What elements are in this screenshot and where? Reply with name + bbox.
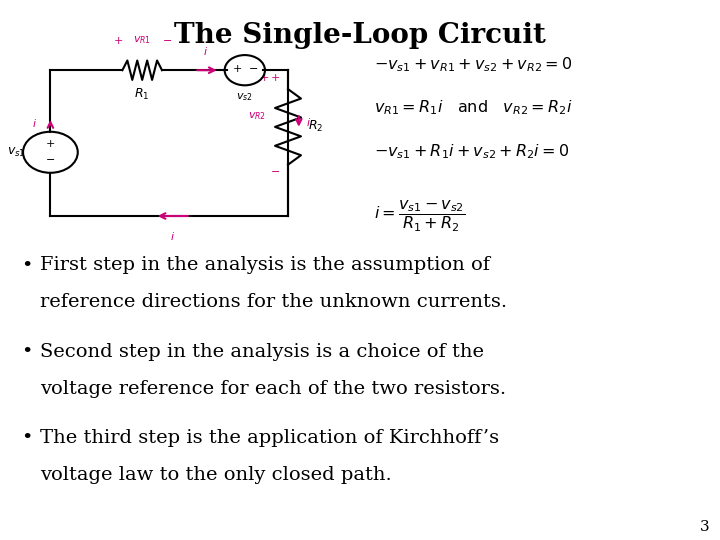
Text: $v_{R1}$: $v_{R1}$ bbox=[133, 34, 151, 46]
Text: +: + bbox=[114, 36, 124, 46]
Text: $v_{R2}$: $v_{R2}$ bbox=[248, 110, 266, 122]
Text: $i = \dfrac{v_{s1} - v_{s2}}{R_1 + R_2}$: $i = \dfrac{v_{s1} - v_{s2}}{R_1 + R_2}$ bbox=[374, 198, 466, 234]
Text: $v_{R1} = R_1 i\quad \mathrm{and} \quad v_{R2} = R_2 i$: $v_{R1} = R_1 i\quad \mathrm{and} \quad … bbox=[374, 99, 573, 117]
Text: −: − bbox=[45, 156, 55, 165]
Text: +: + bbox=[233, 64, 243, 73]
Text: −: − bbox=[248, 64, 258, 73]
Text: $R_2$: $R_2$ bbox=[308, 119, 323, 134]
Text: $v_{s2}$: $v_{s2}$ bbox=[236, 91, 253, 103]
Text: +: + bbox=[260, 73, 270, 83]
Text: The Single-Loop Circuit: The Single-Loop Circuit bbox=[174, 22, 546, 49]
Text: $-v_{s1} + v_{R1} + v_{s2} + v_{R2} = 0$: $-v_{s1} + v_{R1} + v_{s2} + v_{R2} = 0$ bbox=[374, 56, 573, 74]
Text: $i$: $i$ bbox=[32, 117, 37, 129]
Text: −: − bbox=[163, 36, 173, 46]
Text: Second step in the analysis is a choice of the: Second step in the analysis is a choice … bbox=[40, 343, 484, 361]
Text: voltage law to the only closed path.: voltage law to the only closed path. bbox=[40, 466, 392, 484]
Text: −: − bbox=[270, 167, 280, 178]
Text: $R_1$: $R_1$ bbox=[135, 86, 150, 102]
Text: 3: 3 bbox=[700, 519, 709, 534]
Text: •: • bbox=[22, 429, 33, 447]
Text: The third step is the application of Kirchhoff’s: The third step is the application of Kir… bbox=[40, 429, 499, 447]
Text: $i$: $i$ bbox=[171, 230, 175, 241]
Text: +: + bbox=[45, 139, 55, 149]
Text: •: • bbox=[22, 343, 33, 361]
Text: +: + bbox=[270, 72, 280, 83]
Text: voltage reference for each of the two resistors.: voltage reference for each of the two re… bbox=[40, 380, 505, 397]
Text: $-v_{s1} + R_1 i + v_{s2} + R_2 i = 0$: $-v_{s1} + R_1 i + v_{s2} + R_2 i = 0$ bbox=[374, 142, 570, 160]
Text: $v_{s1}$: $v_{s1}$ bbox=[6, 146, 25, 159]
Text: $i$: $i$ bbox=[306, 116, 311, 127]
Text: reference directions for the unknown currents.: reference directions for the unknown cur… bbox=[40, 293, 507, 311]
Text: First step in the analysis is the assumption of: First step in the analysis is the assump… bbox=[40, 256, 490, 274]
Text: •: • bbox=[22, 256, 33, 274]
Text: $i$: $i$ bbox=[203, 45, 207, 57]
